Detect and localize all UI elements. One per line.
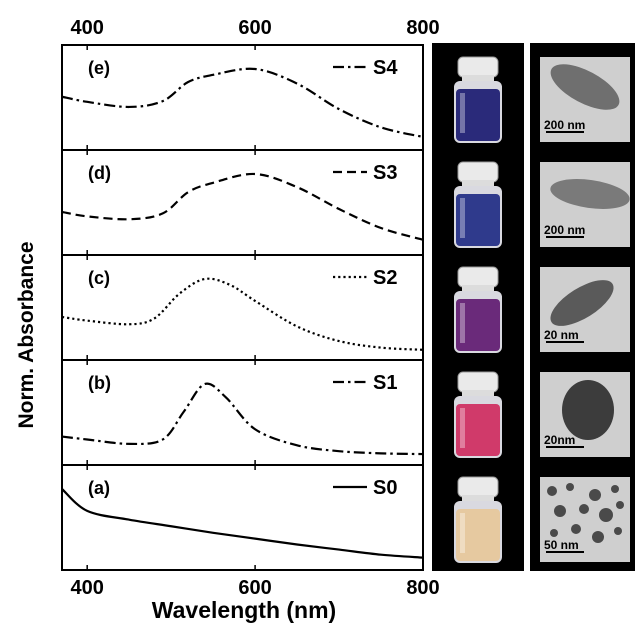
- vial-neck: [462, 180, 494, 188]
- vial-highlight: [460, 513, 465, 553]
- panel-label: (e): [88, 58, 110, 78]
- vial-highlight: [460, 408, 465, 448]
- vial-liquid: [456, 509, 500, 561]
- legend-label: S4: [373, 57, 398, 79]
- nanoparticle: [589, 489, 601, 501]
- series-line-s3: [61, 172, 424, 241]
- panel-label: (d): [88, 163, 111, 183]
- y-axis-label: Norm. Absorbance: [15, 241, 38, 428]
- nanoparticle: [562, 380, 614, 440]
- vial-neck: [462, 390, 494, 398]
- top-tick-label: 800: [406, 17, 439, 39]
- panel-frame: [61, 464, 424, 571]
- nanoparticle: [550, 529, 558, 537]
- bottom-tick-label: 800: [406, 577, 439, 599]
- top-tick-label: 600: [238, 17, 271, 39]
- vial-cap: [457, 266, 499, 288]
- scale-bar-label: 200 nm: [544, 118, 585, 132]
- panel-s1: (b) S1: [61, 359, 424, 466]
- nanoparticle: [571, 524, 581, 534]
- vial-s1: [454, 371, 502, 458]
- panel-s3: (d) S3: [61, 149, 424, 256]
- nanoparticle: [579, 504, 589, 514]
- panel-frame: [61, 44, 424, 151]
- vial-cap: [457, 476, 499, 498]
- absorbance-panels: (e) S4 (d) S3 (c) S2 (b) S1 (a) S0: [61, 44, 424, 571]
- nanoparticle: [550, 179, 630, 209]
- tem-s4: 200 nm: [540, 57, 630, 142]
- vial-cap: [457, 161, 499, 183]
- nanoparticle: [566, 483, 574, 491]
- tem-images: 200 nm 200 nm 20 nm 20nm 50 nm: [540, 57, 630, 562]
- vial-highlight: [460, 93, 465, 133]
- nanoparticle: [599, 508, 613, 522]
- tem-s2: 20 nm: [540, 267, 630, 352]
- scale-bar-label: 200 nm: [544, 223, 585, 237]
- panel-label: (c): [88, 268, 110, 288]
- panel-frame: [61, 254, 424, 361]
- nanoparticle: [547, 486, 557, 496]
- nanoparticle: [550, 280, 614, 326]
- vial-liquid: [456, 89, 500, 141]
- nanoparticle: [550, 64, 620, 110]
- nanoparticle: [611, 485, 619, 493]
- legend-label: S3: [373, 162, 397, 184]
- nanoparticle: [616, 501, 624, 509]
- vial-cap: [457, 371, 499, 393]
- vial-liquid: [456, 194, 500, 246]
- scale-bar-label: 50 nm: [544, 538, 579, 552]
- vial-photos: [454, 56, 502, 563]
- tem-s1: 20nm: [540, 372, 630, 457]
- x-axis-label: Wavelength (nm): [152, 597, 336, 623]
- scale-bar-label: 20 nm: [544, 328, 579, 342]
- nanoparticle: [554, 505, 566, 517]
- legend-label: S0: [373, 477, 397, 499]
- vial-cap: [457, 56, 499, 78]
- vial-neck: [462, 285, 494, 293]
- series-line-s0: [61, 488, 424, 559]
- scale-bar-label: 20nm: [544, 433, 575, 447]
- panel-s2: (c) S2: [61, 254, 424, 361]
- vial-s4: [454, 56, 502, 143]
- vial-highlight: [460, 198, 465, 238]
- panel-label: (b): [88, 373, 111, 393]
- panel-s4: (e) S4: [61, 44, 424, 151]
- bottom-tick-label: 600: [238, 577, 271, 599]
- panel-frame: [61, 359, 424, 466]
- panel-label: (a): [88, 478, 110, 498]
- nanoparticle: [614, 527, 622, 535]
- bottom-tick-label: 400: [70, 577, 103, 599]
- vial-highlight: [460, 303, 465, 343]
- vial-liquid: [456, 299, 500, 351]
- vial-liquid: [456, 404, 500, 456]
- top-tick-label: 400: [70, 17, 103, 39]
- vial-s0: [454, 476, 502, 563]
- panel-s0: (a) S0: [61, 464, 424, 571]
- series-line-s2: [61, 277, 424, 351]
- tem-s3: 200 nm: [540, 162, 630, 247]
- legend-label: S2: [373, 267, 397, 289]
- nanoparticle: [592, 531, 604, 543]
- series-line-s1: [61, 382, 424, 456]
- top-tick-labels: 400 600 800: [70, 17, 439, 39]
- vial-neck: [462, 75, 494, 83]
- series-line-s4: [61, 67, 424, 138]
- tem-s0: 50 nm: [540, 477, 630, 562]
- vial-s2: [454, 266, 502, 353]
- bottom-tick-labels: 400 600 800: [70, 577, 439, 599]
- vial-s3: [454, 161, 502, 248]
- vial-neck: [462, 495, 494, 503]
- panel-frame: [61, 149, 424, 256]
- legend-label: S1: [373, 372, 397, 394]
